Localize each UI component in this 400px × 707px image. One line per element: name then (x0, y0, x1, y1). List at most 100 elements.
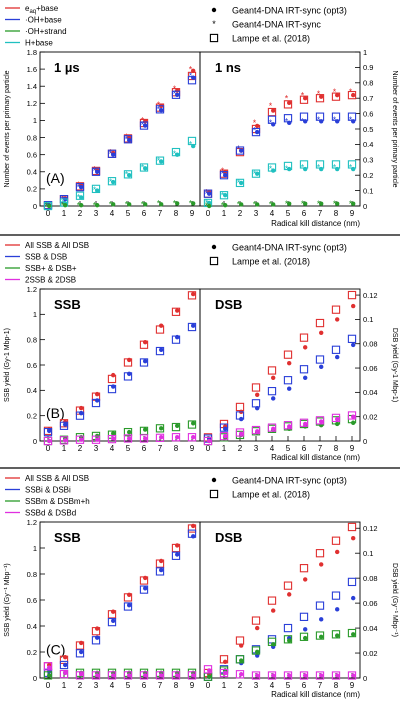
data-point-square (283, 671, 293, 680)
data-point-dot (62, 202, 68, 208)
y-tick-label-left: 0.6 (27, 596, 37, 605)
data-point-square (203, 665, 213, 674)
data-point-dot (175, 152, 180, 157)
x-tick-label: 6 (142, 444, 147, 453)
y-tick-label-left: 0.2 (27, 185, 37, 194)
series-3: * * * * * * * * * * (45, 199, 196, 211)
data-point-square (219, 423, 229, 432)
data-point-star: * (173, 89, 177, 99)
data-point-square (187, 420, 197, 429)
data-point-dot (319, 94, 324, 99)
data-point-square (299, 365, 309, 374)
data-point-square (347, 411, 357, 420)
x-tick-label: 6 (302, 681, 307, 690)
series-0: ********** (203, 87, 357, 198)
data-point-dot (111, 673, 116, 678)
x-tick-label: 4 (110, 209, 115, 218)
x-tick-label: 9 (190, 209, 195, 218)
data-point-dot (79, 184, 84, 190)
data-point-dot (335, 119, 340, 124)
data-point-star: * (109, 149, 113, 159)
y-tick-label-left: 1.2 (27, 99, 37, 108)
data-point-star: * (285, 164, 289, 174)
data-point-dot (287, 100, 292, 106)
data-point-square (283, 376, 293, 385)
data-point-square (315, 671, 325, 680)
x-tick-label: 0 (46, 681, 51, 690)
data-point-dot (271, 375, 276, 380)
data-point-square (347, 522, 357, 532)
x-tick-label: 2 (78, 681, 83, 690)
panel-label: (C) (46, 642, 65, 658)
y-tick-label-left: 0.6 (27, 361, 37, 370)
data-point-dot (287, 592, 292, 597)
data-point-dot (127, 436, 132, 441)
legend-marker-label: Lampe et al. (2018) (232, 257, 310, 267)
data-point-square (251, 425, 261, 435)
data-point-star: * (45, 200, 49, 210)
data-point-star: * (157, 105, 161, 115)
data-point-dot (319, 330, 324, 335)
x-tick-label: 9 (350, 444, 355, 453)
data-point-dot (47, 438, 52, 444)
data-point-dot (223, 659, 228, 664)
x-tick-label: 7 (318, 209, 323, 218)
data-point-square (155, 156, 165, 165)
data-point-dot (351, 536, 356, 541)
data-point-star: * (93, 166, 97, 176)
y-tick-label-left: 0.8 (27, 570, 37, 579)
legend-series-label: eaq+base (25, 4, 59, 15)
data-point-dot (335, 354, 340, 360)
y-tick-label-left: 1.8 (27, 48, 37, 57)
data-point-square (187, 322, 197, 332)
data-point-square (139, 671, 149, 680)
data-point-square (203, 189, 213, 198)
data-point-dot (95, 626, 100, 631)
y-axis-label-right: DSB yield (Gy-1 Mbp-1) (391, 328, 398, 402)
data-point-dot (111, 152, 116, 157)
data-point-star: * (77, 180, 81, 190)
data-point-dot (143, 436, 148, 441)
data-point-square (331, 671, 341, 680)
data-point-star: * (253, 169, 257, 179)
data-point-dot (351, 414, 356, 419)
data-point-star: * (301, 90, 305, 100)
x-tick-label: 4 (270, 681, 275, 690)
y-tick-label-left: 0.4 (27, 168, 37, 177)
data-point-square (43, 427, 53, 437)
series-1 (43, 322, 197, 437)
data-point-star: * (269, 164, 273, 174)
data-point-square (139, 163, 149, 172)
data-point-star: * (221, 169, 225, 179)
x-tick-label: 0 (46, 209, 51, 218)
data-point-star: * (349, 115, 353, 125)
data-point-dot (319, 166, 324, 172)
data-point-star: * (141, 120, 145, 130)
legend: All SSB & All DSB SSBi & DSBi SSBm & DSBm+… (5, 474, 347, 518)
data-point-square (123, 671, 133, 680)
y-tick-label-right: 0.7 (363, 94, 373, 103)
x-tick-label: 2 (78, 444, 83, 453)
y-tick-label-left: 0.4 (27, 622, 37, 631)
data-point-dot (143, 166, 148, 171)
data-point-square (187, 433, 197, 442)
data-point-square (283, 581, 293, 590)
data-point-dot (95, 188, 100, 193)
series-1 (43, 529, 197, 677)
data-point-square (59, 660, 69, 670)
data-point-square (315, 318, 325, 328)
data-point-dot (175, 435, 180, 440)
data-point-star: * (205, 189, 209, 199)
data-point-dot (207, 203, 212, 209)
legend-series-label: ·OH+strand (25, 27, 67, 36)
data-point-square (75, 649, 85, 658)
data-point-dot (351, 420, 356, 425)
data-point-square (155, 567, 165, 576)
x-tick-label: 6 (142, 209, 147, 218)
data-point-dot (319, 364, 324, 370)
data-point-square (267, 366, 277, 375)
y-tick-label-left: 0.4 (27, 386, 37, 395)
data-point-dot (111, 179, 116, 185)
data-point-square (219, 171, 229, 180)
y-tick-label-right: 0.2 (363, 171, 373, 180)
